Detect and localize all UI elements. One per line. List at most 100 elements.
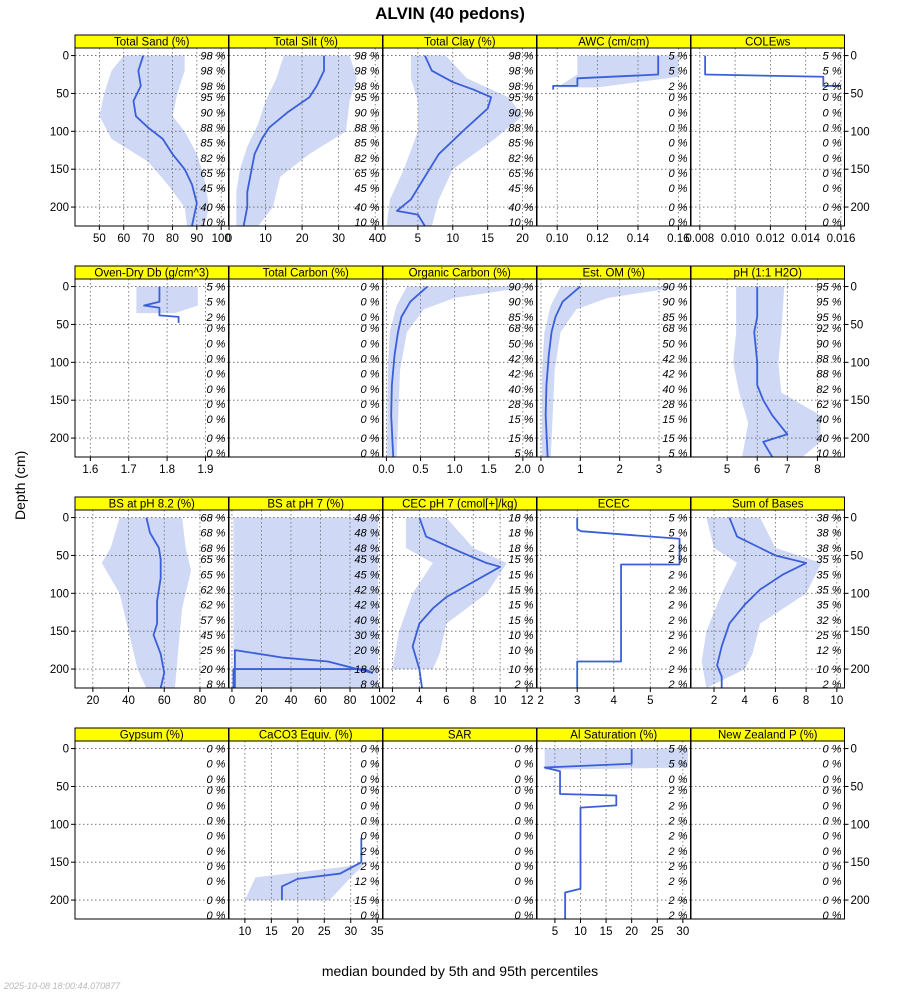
pct-label: 85 % bbox=[200, 138, 225, 150]
pct-label: 88 % bbox=[508, 123, 533, 135]
percentile-band bbox=[387, 286, 530, 457]
pct-label: 0 % bbox=[823, 876, 842, 888]
x-tick-label: 0 bbox=[229, 695, 235, 707]
pct-label: 92 % bbox=[816, 323, 841, 335]
panel-title: Organic Carbon (%) bbox=[409, 268, 511, 280]
pct-label: 35 % bbox=[816, 600, 841, 612]
pct-label: 95 % bbox=[816, 297, 841, 309]
pct-label: 45 % bbox=[200, 630, 225, 642]
pct-label: 2 % bbox=[668, 630, 688, 642]
x-tick-label: 5 bbox=[724, 464, 730, 476]
pct-label: 0 % bbox=[207, 414, 226, 426]
chart-title: ALVIN (40 pedons) bbox=[375, 4, 525, 23]
y-tick-label: 0 bbox=[63, 51, 69, 63]
pct-label: 90 % bbox=[508, 107, 533, 119]
x-tick-label: 7 bbox=[784, 464, 790, 476]
pct-label: 82 % bbox=[200, 153, 225, 165]
pct-label: 15 % bbox=[354, 895, 379, 907]
y-tick-label: 200 bbox=[851, 202, 870, 214]
y-tick-label: 200 bbox=[851, 664, 870, 676]
pct-label: 8 % bbox=[207, 679, 226, 691]
y-tick-label: 150 bbox=[50, 164, 69, 176]
pct-label: 82 % bbox=[508, 153, 533, 165]
y-tick-label: 200 bbox=[851, 433, 870, 445]
pct-label: 2 % bbox=[668, 831, 688, 843]
x-tick-label: 5 bbox=[415, 233, 421, 245]
x-tick-label: 0.10 bbox=[546, 233, 568, 245]
pct-label: 15 % bbox=[508, 585, 533, 597]
y-tick-label: 150 bbox=[851, 857, 870, 869]
pct-label: 0 % bbox=[823, 861, 842, 873]
pct-label: 2 % bbox=[668, 679, 688, 691]
pct-label: 0 % bbox=[823, 183, 842, 195]
pct-label: 90 % bbox=[508, 282, 533, 294]
pct-label: 0 % bbox=[207, 323, 226, 335]
pct-label: 98 % bbox=[508, 66, 533, 78]
x-tick-label: 20 bbox=[291, 926, 304, 938]
pct-label: 42 % bbox=[662, 369, 687, 381]
pct-label: 5 % bbox=[207, 282, 226, 294]
pct-label: 42 % bbox=[354, 585, 379, 597]
pct-label: 0 % bbox=[823, 800, 842, 812]
pct-label: 0 % bbox=[823, 92, 842, 104]
pct-label: 0 % bbox=[823, 744, 842, 756]
pct-label: 65 % bbox=[200, 569, 225, 581]
pct-label: 0 % bbox=[515, 816, 534, 828]
pct-label: 0 % bbox=[361, 785, 380, 797]
y-tick-label: 150 bbox=[50, 626, 69, 638]
pct-label: 8 % bbox=[361, 679, 380, 691]
y-tick-label: 0 bbox=[851, 513, 857, 525]
pct-label: 98 % bbox=[508, 51, 533, 63]
pct-label: 98 % bbox=[200, 66, 225, 78]
panel-frame bbox=[74, 740, 229, 920]
pct-label: 68 % bbox=[200, 528, 225, 540]
y-tick-label: 100 bbox=[851, 819, 870, 831]
y-tick-label: 50 bbox=[851, 781, 864, 793]
y-tick-label: 100 bbox=[50, 357, 69, 369]
percentile-band bbox=[99, 55, 210, 226]
pct-label: 0 % bbox=[669, 92, 688, 104]
x-tick-label: 10 bbox=[830, 695, 843, 707]
pct-label: 0 % bbox=[361, 831, 380, 843]
pct-label: 5 % bbox=[823, 66, 842, 78]
x-tick-label: 1.6 bbox=[82, 464, 98, 476]
pct-label: 15 % bbox=[508, 569, 533, 581]
x-tick-label: 6 bbox=[443, 695, 449, 707]
pct-label: 15 % bbox=[662, 433, 687, 445]
pct-label: 0 % bbox=[515, 831, 534, 843]
pct-label: 40 % bbox=[354, 202, 379, 214]
pct-label: 0 % bbox=[361, 759, 380, 771]
panel-title: BS at pH 7 (%) bbox=[267, 499, 344, 511]
pct-label: 0 % bbox=[207, 399, 226, 411]
x-tick-label: 0 bbox=[538, 464, 544, 476]
y-tick-label: 150 bbox=[50, 857, 69, 869]
pct-label: 48 % bbox=[354, 528, 379, 540]
pct-label: 10 % bbox=[816, 664, 841, 676]
pct-label: 0 % bbox=[207, 861, 226, 873]
x-tick-label: 40 bbox=[369, 233, 382, 245]
y-tick-label: 200 bbox=[851, 895, 870, 907]
x-tick-label: 8 bbox=[803, 695, 809, 707]
pct-label: 5 % bbox=[669, 759, 688, 771]
x-tick-label: 70 bbox=[142, 233, 155, 245]
x-tick-label: 20 bbox=[516, 233, 529, 245]
pct-label: 0 % bbox=[669, 123, 688, 135]
median-line bbox=[143, 286, 180, 323]
pct-label: 5 % bbox=[515, 448, 534, 460]
x-tick-label: 20 bbox=[296, 233, 309, 245]
pct-label: 18 % bbox=[354, 664, 379, 676]
pct-label: 65 % bbox=[200, 554, 225, 566]
pct-label: 38 % bbox=[816, 513, 841, 525]
x-tick-label: 80 bbox=[344, 695, 357, 707]
pct-label: 90 % bbox=[508, 297, 533, 309]
y-tick-label: 200 bbox=[50, 895, 69, 907]
x-tick-label: 1.0 bbox=[447, 464, 463, 476]
pct-label: 98 % bbox=[354, 81, 379, 93]
x-tick-label: 10 bbox=[238, 926, 251, 938]
pct-label: 40 % bbox=[508, 384, 533, 396]
pct-label: 0 % bbox=[361, 369, 380, 381]
panel-title: Al Saturation (%) bbox=[570, 730, 657, 742]
pct-label: 5 % bbox=[669, 448, 688, 460]
pct-label: 2 % bbox=[668, 816, 688, 828]
pct-label: 98 % bbox=[508, 81, 533, 93]
